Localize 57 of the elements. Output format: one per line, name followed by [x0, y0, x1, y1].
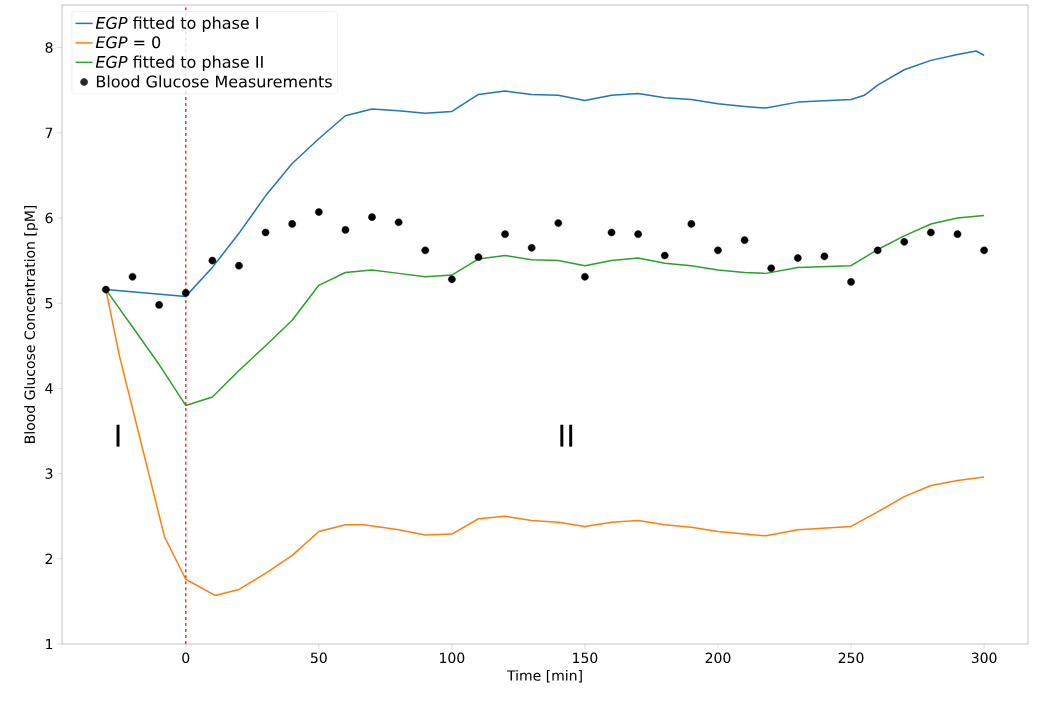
point — [554, 219, 563, 227]
y-tick-label: 8 — [45, 42, 53, 53]
point — [740, 236, 749, 244]
x-tick-label: 300 — [971, 652, 997, 664]
y-tick-label: 4 — [45, 383, 53, 394]
point — [607, 228, 616, 237]
legend-label: EGP fitted to phase I — [95, 16, 258, 33]
point — [820, 252, 829, 261]
annotation: I — [116, 424, 120, 447]
point — [315, 208, 323, 216]
legend-label: Blood Glucose Measurements — [96, 75, 332, 88]
y-tick-label: 6 — [45, 212, 53, 224]
y-tick-label: 7 — [45, 127, 53, 138]
point — [527, 244, 536, 252]
x-tick-label: 50 — [310, 652, 327, 664]
point — [767, 264, 775, 273]
point — [634, 230, 642, 238]
point — [953, 230, 962, 238]
point — [155, 301, 163, 309]
point — [980, 246, 988, 255]
x-tick-label: 150 — [573, 652, 598, 664]
point — [873, 246, 882, 255]
point — [368, 213, 376, 221]
legend-label: EGP fitted to phase II — [95, 55, 263, 72]
point — [128, 272, 137, 281]
point — [181, 289, 190, 297]
point — [288, 220, 296, 228]
point — [474, 253, 483, 261]
y-tick-label: 2 — [45, 553, 53, 564]
point — [714, 246, 722, 255]
point — [794, 254, 802, 262]
y-tick-label: 1 — [46, 638, 53, 650]
point — [900, 238, 909, 246]
y-tick-label: 5 — [45, 298, 53, 309]
point — [581, 272, 589, 281]
y-axis-title: Blood Glucose Concentration [pM] — [24, 205, 38, 443]
legend-label: EGP = 0 — [95, 36, 161, 49]
point — [687, 220, 696, 228]
point — [448, 275, 456, 284]
point — [341, 226, 350, 234]
point — [102, 285, 110, 294]
point — [927, 228, 935, 237]
annotation: II — [560, 424, 573, 447]
point — [660, 251, 669, 260]
x-axis-title: Time [min] — [506, 669, 582, 683]
point — [235, 261, 243, 270]
point — [261, 228, 270, 237]
x-tick-label: 200 — [705, 652, 731, 664]
x-tick-label: 0 — [182, 652, 190, 664]
point — [421, 246, 430, 255]
x-tick-label: 100 — [440, 652, 465, 664]
point — [501, 230, 509, 238]
x-tick-label: 250 — [838, 652, 864, 664]
y-tick-label: 3 — [45, 468, 53, 479]
point — [394, 218, 403, 227]
point — [208, 256, 217, 265]
point — [847, 278, 855, 286]
